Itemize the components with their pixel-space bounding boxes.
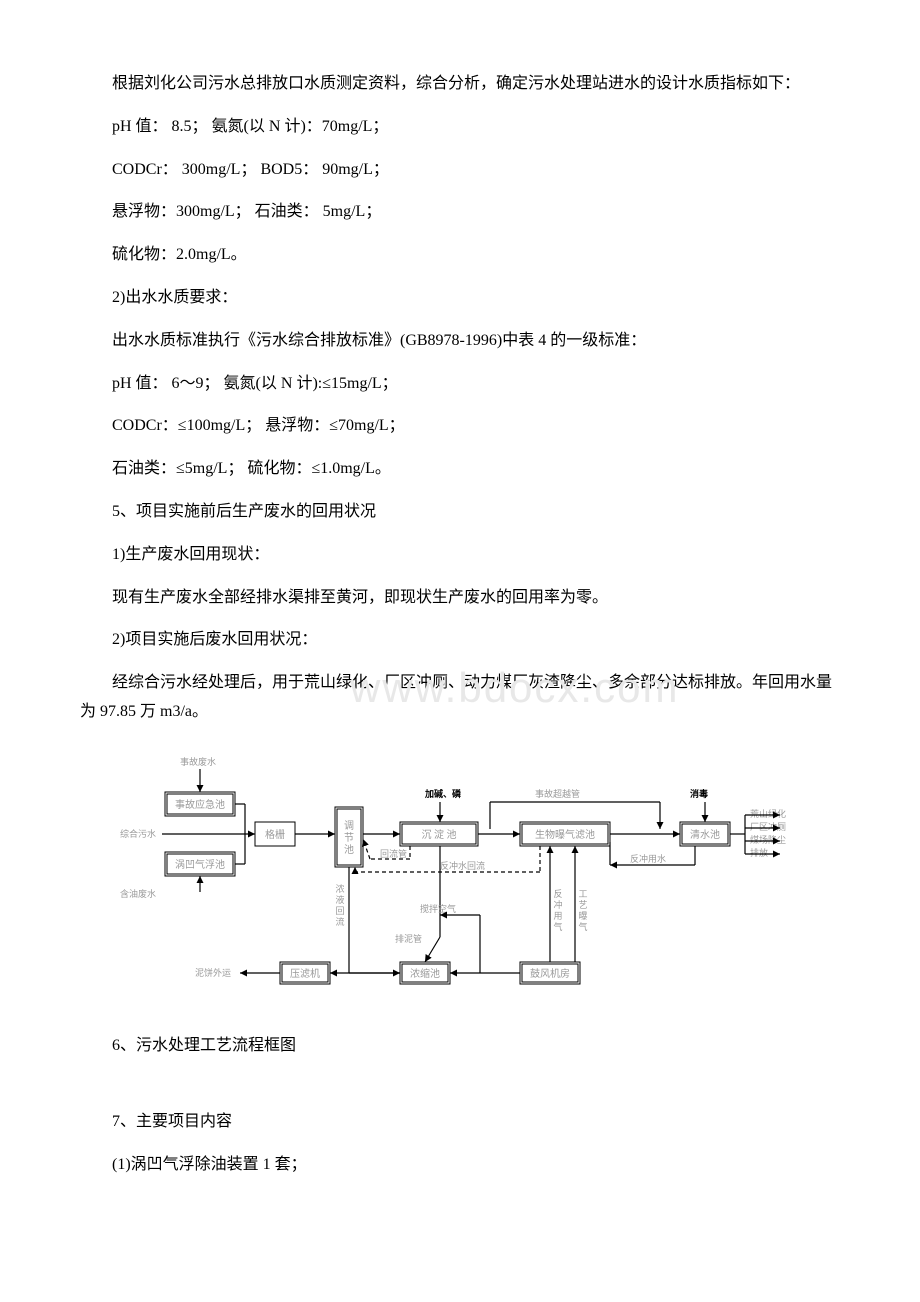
paragraph: 5、项目实施前后生产废水的回用状况 bbox=[80, 498, 840, 527]
paragraph: 出水水质标准执行《污水综合排放标准》(GB8978-1996)中表 4 的一级标… bbox=[80, 327, 840, 356]
svg-text:清水池: 清水池 bbox=[690, 828, 720, 841]
paragraph: pH 值： 6～9； 氨氮(以 N 计):≤15mg/L； bbox=[80, 370, 840, 399]
flowchart-diagram: 事故应急池涡凹气浮池 格栅 调节池 沉 淀 池 生物曝气滤池 清水池压滤机 浓缩池 鼓风机房 事… bbox=[120, 747, 840, 1018]
svg-text:荒山绿化: 荒山绿化 bbox=[750, 808, 786, 819]
svg-text:生物曝气滤池: 生物曝气滤池 bbox=[535, 828, 595, 841]
svg-text:排泥管: 排泥管 bbox=[395, 933, 422, 944]
svg-text:节: 节 bbox=[344, 832, 354, 844]
svg-text:排放: 排放 bbox=[750, 847, 768, 858]
paragraph: 2)项目实施后废水回用状况： bbox=[80, 626, 840, 655]
svg-text:液: 液 bbox=[335, 894, 344, 905]
paragraph: 1)生产废水回用现状： bbox=[80, 541, 840, 570]
paragraph: CODCr：≤100mg/L； 悬浮物：≤70mg/L； bbox=[80, 412, 840, 441]
svg-text:泥饼外运: 泥饼外运 bbox=[195, 967, 231, 978]
svg-text:流: 流 bbox=[335, 916, 344, 927]
svg-text:曝: 曝 bbox=[578, 911, 587, 921]
svg-text:浓: 浓 bbox=[335, 884, 344, 894]
svg-text:鼓风机房: 鼓风机房 bbox=[530, 967, 570, 980]
paragraph: 2)出水水质要求： bbox=[80, 284, 840, 313]
svg-text:调: 调 bbox=[344, 820, 354, 832]
svg-text:压滤机: 压滤机 bbox=[290, 967, 320, 980]
svg-text:厂区冲厕: 厂区冲厕 bbox=[750, 821, 786, 832]
paragraph: CODCr： 300mg/L； BOD5： 90mg/L； bbox=[80, 156, 840, 185]
paragraph: 6、污水处理工艺流程框图 bbox=[80, 1032, 840, 1061]
svg-text:事故废水: 事故废水 bbox=[180, 756, 216, 767]
svg-text:回流管: 回流管 bbox=[380, 848, 407, 859]
svg-text:回: 回 bbox=[335, 906, 344, 916]
svg-text:事故超越管: 事故超越管 bbox=[535, 788, 580, 799]
paragraph: 现有生产废水全部经排水渠排至黄河，即现状生产废水的回用率为零。 bbox=[80, 584, 840, 613]
paragraph: (1)涡凹气浮除油装置 1 套； bbox=[80, 1151, 840, 1180]
svg-text:消毒: 消毒 bbox=[690, 788, 708, 799]
svg-text:艺: 艺 bbox=[578, 900, 587, 910]
svg-text:煤场降尘: 煤场降尘 bbox=[750, 834, 786, 845]
svg-text:工: 工 bbox=[578, 889, 587, 899]
svg-text:加碱、磷: 加碱、磷 bbox=[424, 788, 462, 799]
svg-text:反冲用水: 反冲用水 bbox=[630, 853, 666, 864]
svg-text:格栅: 格栅 bbox=[265, 828, 285, 841]
svg-text:沉 淀 池: 沉 淀 池 bbox=[422, 828, 457, 841]
paragraph: 7、主要项目内容 bbox=[80, 1108, 840, 1137]
svg-text:综合污水: 综合污水 bbox=[120, 828, 156, 839]
paragraph: 悬浮物：300mg/L； 石油类： 5mg/L； bbox=[80, 198, 840, 227]
svg-text:反: 反 bbox=[553, 889, 562, 899]
svg-text:池: 池 bbox=[344, 843, 354, 856]
paragraph: pH 值： 8.5； 氨氮(以 N 计)：70mg/L； bbox=[80, 113, 840, 142]
svg-text:反冲水回流: 反冲水回流 bbox=[440, 860, 485, 871]
svg-text:搅拌空气: 搅拌空气 bbox=[420, 903, 456, 914]
svg-text:气: 气 bbox=[578, 921, 587, 932]
svg-text:冲: 冲 bbox=[553, 899, 562, 910]
paragraph: 石油类：≤5mg/L； 硫化物：≤1.0mg/L。 bbox=[80, 455, 840, 484]
svg-text:浓缩池: 浓缩池 bbox=[410, 967, 440, 980]
paragraph: 根据刘化公司污水总排放口水质测定资料，综合分析，确定污水处理站进水的设计水质指标… bbox=[80, 70, 840, 99]
svg-text:涡凹气浮池: 涡凹气浮池 bbox=[175, 858, 225, 871]
svg-text:用: 用 bbox=[553, 911, 562, 921]
paragraph: 硫化物：2.0mg/L。 bbox=[80, 241, 840, 270]
svg-text:气: 气 bbox=[553, 921, 562, 932]
svg-text:事故应急池: 事故应急池 bbox=[175, 798, 225, 811]
svg-text:含油废水: 含油废水 bbox=[120, 888, 156, 899]
paragraph: 经综合污水经处理后，用于荒山绿化、厂区冲厕、动力煤厂灰渣降尘、多余部分达标排放。… bbox=[80, 669, 840, 727]
